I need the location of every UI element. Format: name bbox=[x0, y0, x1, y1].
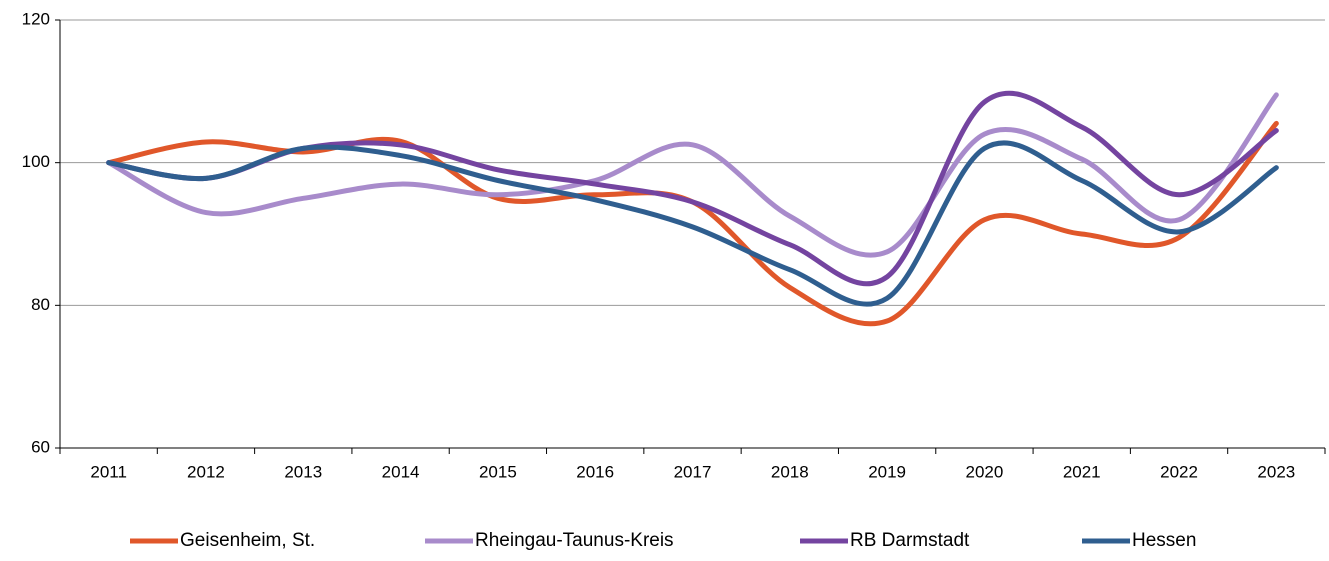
line-series bbox=[106, 92, 1279, 258]
x-tick-label: 2020 bbox=[966, 462, 1004, 481]
x-tick-label: 2016 bbox=[576, 462, 614, 481]
x-tick-label: 2011 bbox=[90, 462, 127, 481]
x-tick-label: 2015 bbox=[479, 462, 517, 481]
line-series bbox=[106, 140, 1279, 307]
x-tick-label: 2018 bbox=[771, 462, 809, 481]
x-tick-label: 2019 bbox=[868, 462, 906, 481]
y-tick-label: 100 bbox=[22, 152, 50, 171]
y-tick-label: 60 bbox=[31, 437, 50, 456]
legend-label: Hessen bbox=[1132, 530, 1196, 551]
x-tick-label: 2014 bbox=[382, 462, 420, 481]
legend-label: Rheingau-Taunus-Kreis bbox=[475, 530, 674, 551]
legend-label: RB Darmstadt bbox=[850, 530, 970, 551]
line-series bbox=[106, 120, 1279, 327]
y-tick-label: 80 bbox=[31, 295, 50, 314]
x-tick-label: 2013 bbox=[284, 462, 322, 481]
legend-label: Geisenheim, St. bbox=[180, 530, 315, 551]
x-tick-label: 2023 bbox=[1257, 462, 1295, 481]
x-tick-label: 2021 bbox=[1063, 462, 1101, 481]
line-series bbox=[106, 90, 1279, 287]
y-tick-label: 120 bbox=[22, 9, 50, 28]
x-tick-label: 2012 bbox=[187, 462, 225, 481]
x-tick-label: 2022 bbox=[1160, 462, 1198, 481]
x-tick-label: 2017 bbox=[674, 462, 712, 481]
